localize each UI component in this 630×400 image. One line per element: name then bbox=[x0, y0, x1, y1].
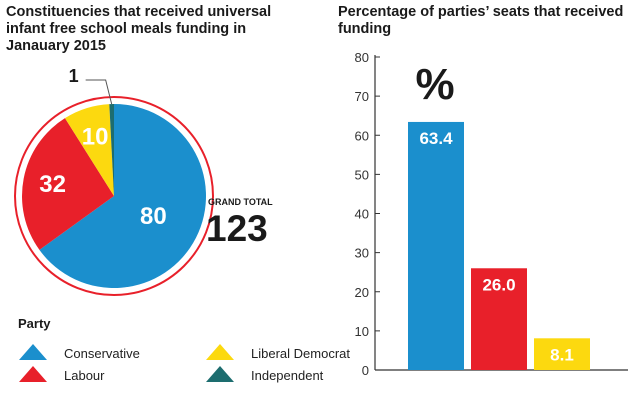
bar-conservative bbox=[408, 121, 464, 370]
y-tick-label-30: 30 bbox=[355, 246, 369, 261]
y-tick-label-20: 20 bbox=[355, 285, 369, 300]
pie-callout-line bbox=[85, 79, 113, 105]
y-tick-label-70: 70 bbox=[355, 89, 369, 104]
bar-labour bbox=[471, 268, 527, 370]
pie-slice-conservative bbox=[39, 104, 207, 288]
y-tick-label-80: 80 bbox=[355, 50, 369, 65]
bar-chart-title: Percentage of parties’ seats that receiv… bbox=[338, 4, 624, 37]
legend-item-labour: Labour bbox=[18, 365, 104, 386]
pie-slice-independent bbox=[109, 104, 114, 196]
pie-label-conservative: 80 bbox=[140, 203, 167, 230]
legend-item-conservative: Conservative bbox=[18, 343, 140, 364]
bar-liberal-democrat bbox=[534, 338, 590, 370]
legend-swatch-labour bbox=[18, 365, 48, 386]
legend-swatch-independent bbox=[205, 365, 235, 386]
bar-value-label-labour: 26.0 bbox=[482, 275, 515, 294]
grand-total-label: GRAND TOTAL bbox=[208, 197, 273, 207]
grand-total-value: 123 bbox=[206, 208, 268, 249]
pie-chart-title: Constituencies that received universal i… bbox=[6, 4, 272, 54]
pie-slice-labour bbox=[22, 118, 115, 250]
pie-label-labour: 32 bbox=[39, 171, 66, 198]
bar-value-label-conservative: 63.4 bbox=[419, 129, 453, 148]
percent-unit-label: % bbox=[415, 60, 454, 109]
y-tick-label-40: 40 bbox=[355, 207, 369, 222]
pie-outer-ring bbox=[14, 96, 214, 296]
legend-item-liberal-democrat: Liberal Democrat bbox=[205, 343, 350, 364]
y-tick-label-10: 10 bbox=[355, 324, 369, 339]
y-tick-label-60: 60 bbox=[355, 128, 369, 143]
pie-callout-label: 1 bbox=[69, 66, 79, 86]
legend-item-independent: Independent bbox=[205, 365, 323, 386]
legend-swatch-conservative bbox=[18, 343, 48, 364]
legend-label-independent: Independent bbox=[251, 368, 324, 383]
legend-label-labour: Labour bbox=[64, 368, 105, 383]
pie-slice-liberal-democrat bbox=[64, 104, 114, 196]
y-tick-label-0: 0 bbox=[362, 363, 369, 378]
pie-label-liberal-democrat: 10 bbox=[82, 123, 109, 150]
legend-swatch-liberal-democrat bbox=[205, 343, 235, 364]
legend-title: Party bbox=[18, 316, 51, 331]
y-tick-label-50: 50 bbox=[355, 167, 369, 182]
legend-label-liberal-democrat: Liberal Democrat bbox=[251, 346, 350, 361]
bar-value-label-liberal-democrat: 8.1 bbox=[550, 345, 574, 364]
bar-chart: 0 10 20 30 40 50 60 70 80 63.4 26.0 8.1% bbox=[355, 50, 628, 378]
legend-label-conservative: Conservative bbox=[64, 346, 140, 361]
